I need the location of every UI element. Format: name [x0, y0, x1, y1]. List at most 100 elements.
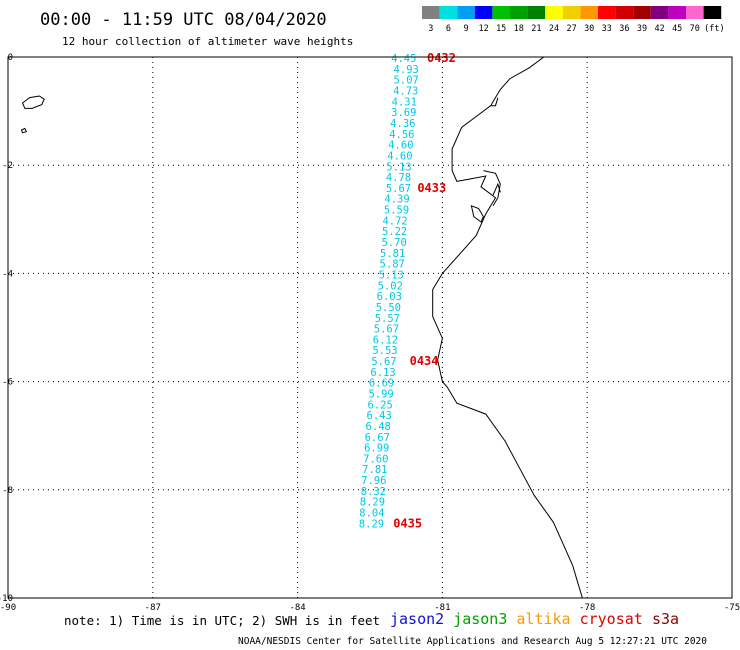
latitude-tick-labels: 0 -2 -4 -6 -8 -10: [0, 53, 13, 604]
colorbar-swatch: [492, 6, 510, 19]
wave-height-value: 5.59: [384, 205, 409, 217]
wave-height-value: 8.04: [359, 508, 384, 520]
colorbar-label: 21: [531, 24, 541, 34]
latitude-tick: -8: [2, 486, 13, 496]
colorbar-swatch: [580, 6, 598, 19]
inlet-shoreline: [490, 97, 499, 107]
wave-height-value: 4.73: [393, 86, 418, 98]
wave-height-value: 4.56: [389, 129, 414, 141]
wave-height-value: 5.67: [371, 356, 396, 368]
wave-height-value: 6.13: [370, 367, 395, 379]
wave-height-value: 5.07: [394, 75, 419, 87]
latitude-tick: -4: [2, 269, 13, 279]
inlet-shoreline: [483, 170, 501, 207]
island-outline: [21, 95, 45, 109]
mainland-coastline: [432, 56, 583, 599]
colorbar-label: (ft): [704, 24, 724, 34]
map-subtitle: 12 hour collection of altimeter wave hei…: [62, 35, 353, 48]
lat-lon-grid: [8, 57, 732, 598]
wave-height-value: 5.02: [378, 280, 403, 292]
colorbar-label: 24: [549, 24, 559, 34]
island-outline: [470, 205, 484, 223]
colorbar-label: 36: [619, 24, 629, 34]
wave-height-value: 5.50: [376, 302, 401, 314]
wave-height-value: 4.93: [394, 64, 419, 76]
colorbar-label: 70: [690, 24, 700, 34]
colorbar-label: 45: [672, 24, 682, 34]
wave-height-value: 6.03: [377, 291, 402, 303]
wave-height-value: 4.78: [386, 172, 411, 184]
longitude-tick: -90: [0, 603, 16, 613]
mission-label: jason2: [390, 610, 444, 628]
colorbar-swatch: [439, 6, 458, 19]
wave-height-value: 4.31: [392, 96, 417, 108]
wave-height-value: 8.32: [361, 486, 386, 498]
latitude-tick: -6: [2, 378, 13, 388]
wave-height-value: 6.48: [366, 421, 391, 433]
colorbar-label: 3: [428, 24, 433, 34]
inlet-shoreline: [492, 182, 501, 196]
longitude-tick: -81: [434, 603, 450, 613]
wave-height-value: 8.29: [360, 497, 385, 509]
colorbar-swatch: [686, 6, 704, 19]
wave-height-value: 4.39: [384, 194, 409, 206]
wave-height-value: 5.70: [381, 237, 406, 249]
colorbar-label: 12: [478, 24, 488, 34]
wave-height-value: 6.99: [364, 443, 389, 455]
colorbar-swatch: [668, 6, 686, 19]
colorbar-label: 15: [496, 24, 506, 34]
wave-height-value: 5.13: [386, 161, 411, 173]
colorbar-swatch: [650, 6, 669, 19]
wave-height-value: 5.22: [382, 226, 407, 238]
colorbar-swatch: [598, 6, 616, 19]
colorbar-label: 30: [584, 24, 594, 34]
wave-height-value: 4.45: [391, 53, 416, 65]
mission-label: s3a: [652, 610, 679, 628]
plot-area: 4.454.935.074.734.313.694.364.564.604.60…: [7, 51, 733, 599]
wave-height-value: 5.53: [372, 345, 397, 357]
colorbar-label: 39: [637, 24, 647, 34]
pass-time-label: 0435: [393, 516, 422, 530]
latitude-tick: 0: [8, 53, 13, 63]
colorbar-swatch: [422, 6, 440, 19]
mission-label: cryosat: [580, 610, 643, 628]
wave-height-value: 6.25: [367, 399, 392, 411]
colorbar-label: 27: [566, 24, 576, 34]
wave-height-value: 4.72: [382, 215, 407, 227]
wave-height-value: 6.43: [367, 410, 392, 422]
units-note: note: 1) Time is in UTC; 2) SWH is in fe…: [64, 613, 380, 628]
wave-height-value: 4.36: [390, 118, 415, 130]
pass-time-labels: 0432 0433 0434 0435: [393, 51, 456, 530]
plot-frame: [7, 56, 733, 599]
mission-label: altika: [516, 610, 570, 628]
colorbar-label: 18: [514, 24, 524, 34]
longitude-tick: -87: [145, 603, 161, 613]
map-title: 00:00 - 11:59 UTC 08/04/2020: [40, 10, 327, 30]
wave-height-value: 6.69: [369, 378, 394, 390]
wave-height-value: 4.60: [387, 150, 412, 162]
colorbar-swatch: [457, 6, 475, 19]
wave-height-value: 5.13: [379, 269, 404, 281]
coastline: [20, 56, 583, 599]
colorbar-label: 33: [602, 24, 612, 34]
wave-height-value: 5.99: [368, 389, 393, 401]
colorbar-label: 9: [463, 24, 468, 34]
wave-height-value: 7.60: [363, 453, 388, 465]
colorbar-swatch: [633, 6, 651, 19]
colorbar-swatch: [474, 6, 493, 19]
wave-height-value: 5.81: [380, 248, 405, 260]
colorbar-label: 6: [446, 24, 451, 34]
pass-time-label: 0432: [427, 51, 456, 65]
mission-label: jason3: [453, 610, 507, 628]
wave-height-value: 5.67: [374, 324, 399, 336]
altimeter-track-labels: 4.454.935.074.734.313.694.364.564.604.60…: [359, 53, 419, 530]
longitude-tick: -75: [724, 603, 740, 613]
pass-time-label: 0433: [417, 181, 446, 195]
colorbar-swatch: [615, 6, 634, 19]
colorbar-swatch: [545, 6, 563, 19]
wave-height-value: 5.67: [386, 183, 411, 195]
wave-height-value: 7.96: [361, 475, 386, 487]
colorbar-swatch: [703, 6, 722, 19]
wave-height-value: 4.60: [388, 140, 413, 152]
wave-height-value: 5.57: [375, 313, 400, 325]
